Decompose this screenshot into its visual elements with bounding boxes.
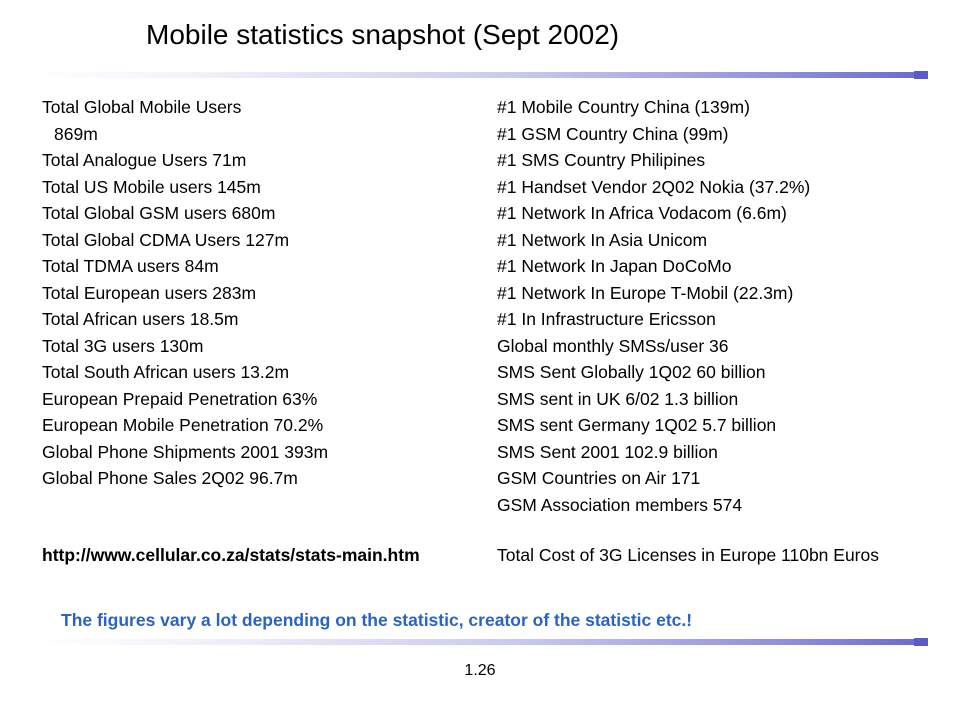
stat-line: #1 Mobile Country China (139m) xyxy=(497,97,750,117)
stat-line: European Mobile Penetration 70.2% xyxy=(42,415,324,435)
stat-line: Total 3G users 130m xyxy=(42,335,204,356)
slide-number: 1.26 xyxy=(464,662,496,679)
stat-line: Global Phone Shipments 2001 393m xyxy=(42,441,329,462)
stat-line: GSM Countries on Air 171 xyxy=(497,468,701,488)
stat-line: Total Global CDMA Users 127m xyxy=(42,229,290,250)
stat-line: Total European users 283m xyxy=(42,282,257,303)
stat-line: Global monthly SMSs/user 36 xyxy=(497,335,729,356)
stat-line: Total Analogue Users 71m xyxy=(42,150,247,170)
stat-line: Total Global GSM users 680m xyxy=(42,203,276,223)
stat-line: #1 GSM Country China (99m) xyxy=(497,123,729,144)
stat-line: SMS sent in UK 6/02 1.3 billion xyxy=(497,388,739,409)
stat-line: SMS Sent 2001 102.9 billion xyxy=(497,441,718,462)
footer-divider-accent xyxy=(914,638,928,646)
stat-line: #1 Network In Europe T-Mobil (22.3m) xyxy=(497,282,794,303)
stat-line: Total TDMA users 84m xyxy=(42,256,219,276)
title-divider-accent xyxy=(914,71,928,79)
stat-line: Total Global Mobile Users xyxy=(42,97,242,117)
slide-title: Mobile statistics snapshot (Sept 2002) xyxy=(146,19,620,50)
stat-line-licenses: Total Cost of 3G Licenses in Europe 110b… xyxy=(497,545,879,565)
stat-line: Global Phone Sales 2Q02 96.7m xyxy=(42,468,298,488)
footnote: The figures vary a lot depending on the … xyxy=(61,610,693,630)
stat-line: #1 In Infrastructure Ericsson xyxy=(497,309,716,329)
right-stats-column: #1 Mobile Country China (139m) #1 GSM Co… xyxy=(497,94,927,518)
stat-line: SMS Sent Globally 1Q02 60 billion xyxy=(497,362,766,382)
stat-line: #1 Network In Japan DoCoMo xyxy=(497,256,732,276)
stat-line: Total African users 18.5m xyxy=(42,309,239,329)
stat-line: #1 SMS Country Philipines xyxy=(497,150,706,170)
stat-line: 869m xyxy=(54,123,98,144)
stat-line: #1 Network In Asia Unicom xyxy=(497,229,708,250)
stat-line: GSM Association members 574 xyxy=(497,494,743,515)
stat-line: European Prepaid Penetration 63% xyxy=(42,388,318,409)
stat-line: Total South African users 13.2m xyxy=(42,362,290,382)
stat-line: SMS sent Germany 1Q02 5.7 billion xyxy=(497,415,777,435)
left-stats-column: Total Global Mobile Users 869m Total Ana… xyxy=(42,94,442,492)
title-divider xyxy=(32,72,916,78)
footer-divider xyxy=(32,639,916,645)
stat-line: Total US Mobile users 145m xyxy=(42,176,261,197)
stat-line: #1 Network In Africa Vodacom (6.6m) xyxy=(497,203,787,223)
stat-line: #1 Handset Vendor 2Q02 Nokia (37.2%) xyxy=(497,176,811,197)
source-url[interactable]: http://www.cellular.co.za/stats/stats-ma… xyxy=(42,545,420,565)
